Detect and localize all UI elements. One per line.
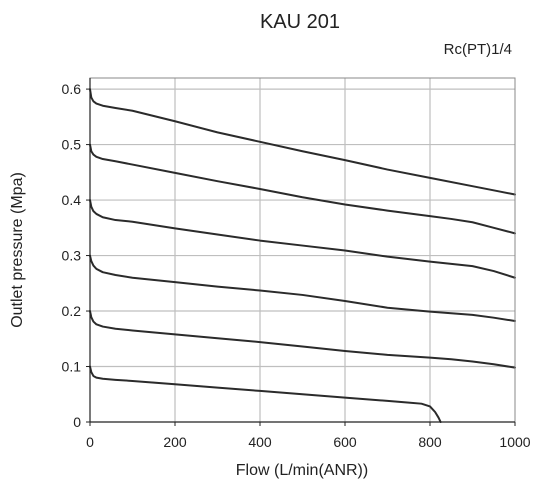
series-group [89, 88, 516, 423]
grid-lines [90, 78, 515, 422]
series-line-4 [89, 254, 516, 323]
y-tick-label: 0.1 [62, 359, 82, 375]
y-tick-label: 0.3 [62, 248, 82, 264]
series-line-6 [89, 365, 442, 423]
x-tick-label: 200 [163, 434, 187, 450]
y-axis-label: Outlet pressure (Mpa) [9, 172, 26, 328]
chart-title: KAU 201 [260, 11, 340, 33]
x-tick-label: 1000 [499, 434, 530, 450]
y-tick-label: 0.6 [62, 81, 82, 97]
series-line-1 [89, 88, 516, 196]
series-line-5 [89, 310, 516, 369]
x-tick-label: 400 [248, 434, 272, 450]
chart-subtitle: Rc(PT)1/4 [444, 41, 512, 58]
series-line-3 [89, 199, 516, 279]
x-tick-label: 600 [333, 434, 357, 450]
y-tick-label: 0 [73, 414, 81, 430]
x-tick-label: 0 [86, 434, 94, 450]
y-ticks: 0 0.1 0.2 0.3 0.4 0.5 0.6 [62, 81, 90, 430]
y-tick-label: 0.2 [62, 303, 82, 319]
series-line-2 [89, 143, 516, 235]
x-tick-label: 800 [418, 434, 442, 450]
y-tick-label: 0.4 [62, 192, 82, 208]
plot-area-frame [89, 77, 516, 423]
x-ticks: 0 200 400 600 800 1000 [86, 422, 531, 450]
x-axis-label: Flow (L/min(ANR)) [236, 462, 368, 479]
y-tick-label: 0.5 [62, 137, 82, 153]
